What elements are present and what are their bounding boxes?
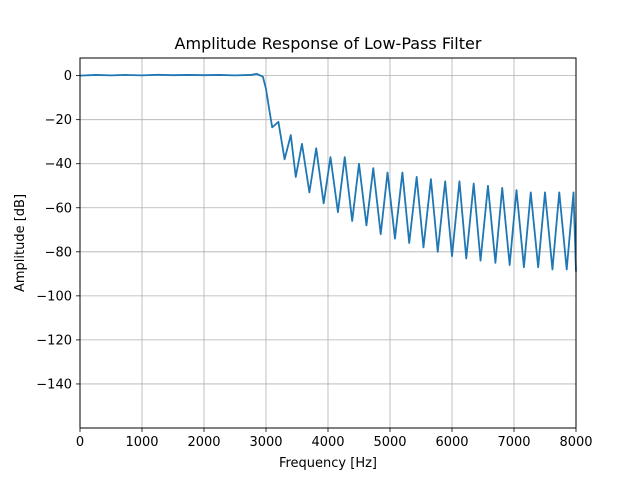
- y-tick-label: −80: [45, 245, 72, 260]
- y-tick-label: 0: [64, 69, 72, 84]
- x-tick-label: 1000: [125, 435, 158, 450]
- x-tick-label: 2000: [187, 435, 220, 450]
- y-tick-label: −100: [36, 289, 72, 304]
- y-tick-label: −120: [36, 333, 72, 348]
- ticks: 0 1000 2000 3000 4000 5000 6000 7000 8000 0 −20 −40…: [36, 69, 592, 450]
- y-tick-label: −40: [45, 157, 72, 172]
- x-tick-label: 3000: [249, 435, 282, 450]
- x-tick-label: 6000: [435, 435, 468, 450]
- x-tick-label: 8000: [559, 435, 592, 450]
- x-tick-label: 4000: [311, 435, 344, 450]
- chart-title: Amplitude Response of Low-Pass Filter: [175, 34, 482, 53]
- y-tick-label: −140: [36, 377, 72, 392]
- y-tick-label: −20: [45, 113, 72, 128]
- x-tick-label: 0: [76, 435, 84, 450]
- grid-lines: [79, 58, 577, 428]
- x-tick-label: 5000: [373, 435, 406, 450]
- x-tick-label: 7000: [497, 435, 530, 450]
- x-axis-label: Frequency [Hz]: [279, 456, 377, 471]
- y-tick-label: −60: [45, 201, 72, 216]
- y-axis-label: Amplitude [dB]: [13, 194, 28, 292]
- series-layer: [79, 72, 577, 272]
- amplitude-response-line: [79, 72, 577, 272]
